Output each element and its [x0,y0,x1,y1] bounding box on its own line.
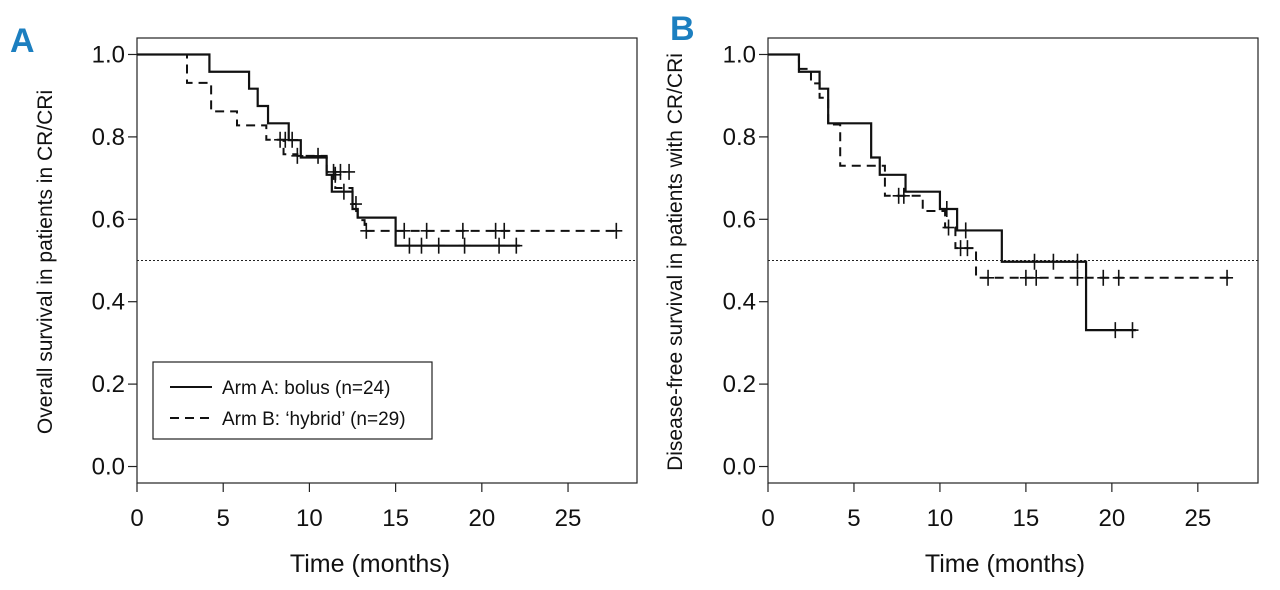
panel-a-x-tick-label: 0 [130,505,143,532]
panel-a-x-tick-label: 5 [217,505,230,532]
panel-a-arm-a-censor-mark [415,237,428,254]
panel-a-legend: Arm A: bolus (n=24) Arm B: ‘hybrid’ (n=2… [152,361,433,440]
panel-a-y-tick-label: 0.0 [92,454,125,481]
panel-a-arm-b-censor-mark [398,222,411,239]
panel-b-arm-b-censor-mark [1030,269,1043,286]
panel-b-arm-b-censor-mark [1112,269,1125,286]
panel-a-x-axis-title: Time (months) [290,550,450,578]
panel-b-y-tick-label: 1.0 [723,41,756,68]
panel-b-arm-a-survival-curve [768,53,1136,332]
panel-a-arm-a-survival-curve [137,53,520,247]
panel-a-y-tick-label: 0.6 [92,206,125,233]
panel-b-arm-b-censor-mark [1097,269,1110,286]
panel-b-x-axis-title: Time (months) [925,550,1085,578]
panel-b-arm-a-censor-mark [1109,322,1122,339]
panel-a-y-axis-title: Overall survival in patients in CR/CRi [34,90,57,434]
panel-a-arm-a-censor-mark [493,237,506,254]
panel-b-y-tick-label: 0.8 [723,124,756,151]
panel-a-y-tick-label: 1.0 [92,41,125,68]
legend-box [152,361,433,440]
panel-a-x-tick-label: 15 [382,505,409,532]
panel-b-x-tick-label: 5 [847,505,860,532]
legend-entry-arm-a: Arm A: bolus (n=24) [222,378,390,399]
panel-a-arm-a-censor-mark [403,237,416,254]
panel-b-x-tick-label: 15 [1013,505,1040,532]
legend-entry-arm-b: Arm B: ‘hybrid’ (n=29) [222,409,406,430]
panel-a-arm-b-censor-mark [456,222,469,239]
panel-b-x-tick-label: 20 [1099,505,1126,532]
panel-a-arm-a-censor-mark [510,237,523,254]
panel-b-x-tick-label: 0 [761,505,774,532]
panel-a-arm-a-censor-mark [337,183,350,200]
panel-a-arm-a-censor-mark [458,237,471,254]
panel-a-arm-a-censor-mark [432,237,445,254]
panel-b-arm-a-censor-mark [1126,322,1139,339]
panel-b-arm-a-censor-mark [940,200,953,217]
panel-a-letter: A [10,22,35,60]
panel-a-x-tick-label: 20 [468,505,495,532]
panel-a-y-tick-label: 0.8 [92,124,125,151]
panel-a-arm-b-censor-mark [349,196,362,213]
panel-a-arm-b-censor-mark [498,222,511,239]
panel-b-arm-b-censor-mark [982,269,995,286]
panel-b-y-axis-title: Disease-free survival in patients with C… [664,53,687,471]
panel-a-y-tick-label: 0.4 [92,289,125,316]
panel-a: A 0.0 0.2 0.4 0.6 0.8 1.0 0 5 10 15 20 25 Time (mo… [10,22,638,578]
panel-a-y-tick-label: 0.2 [92,371,125,398]
panel-b-arm-b-censor-mark [1019,269,1032,286]
panel-b-arm-b-censor-mark [1221,269,1234,286]
panel-b-y-tick-label: 0.0 [723,454,756,481]
panel-b-arm-b-censor-mark [942,219,955,236]
panel-a-arm-b-censor-mark [360,222,373,239]
panel-a-arm-b-censor-mark [291,147,304,164]
panel-b-y-tick-label: 0.2 [723,371,756,398]
panel-b-arm-b-survival-curve [768,53,1229,279]
panel-b-arm-b-censor-mark [897,187,910,204]
panel-a-arm-b-censor-mark [312,147,325,164]
panel-a-arm-b-censor-mark [610,222,623,239]
panel-a-x-tick-label: 25 [555,505,582,532]
panel-b-arm-a-censor-mark [1047,253,1060,270]
panel-a-arm-b-censor-mark [343,163,356,180]
panel-b: B 0.0 0.2 0.4 0.6 0.8 1.0 0 5 10 15 20 25 Time (mo… [664,10,1259,578]
panel-b-arm-a-censor-mark [1028,253,1041,270]
panel-a-arm-b-censor-mark [286,131,299,148]
panel-b-arm-a-censor-mark [959,222,972,239]
panel-a-x-tick-label: 10 [296,505,323,532]
panel-b-arm-b-censor-mark [1071,269,1084,286]
panel-b-arm-b-censor-mark [961,240,974,257]
panel-b-y-tick-label: 0.6 [723,206,756,233]
panel-a-arm-b-survival-curve [137,53,617,232]
panel-b-x-tick-label: 10 [927,505,954,532]
panel-b-y-tick-label: 0.4 [723,289,756,316]
panel-b-letter: B [670,10,695,48]
panel-b-x-tick-label: 25 [1184,505,1211,532]
panel-a-arm-b-censor-mark [420,222,433,239]
panel-b-arm-a-censor-mark [1071,253,1084,270]
